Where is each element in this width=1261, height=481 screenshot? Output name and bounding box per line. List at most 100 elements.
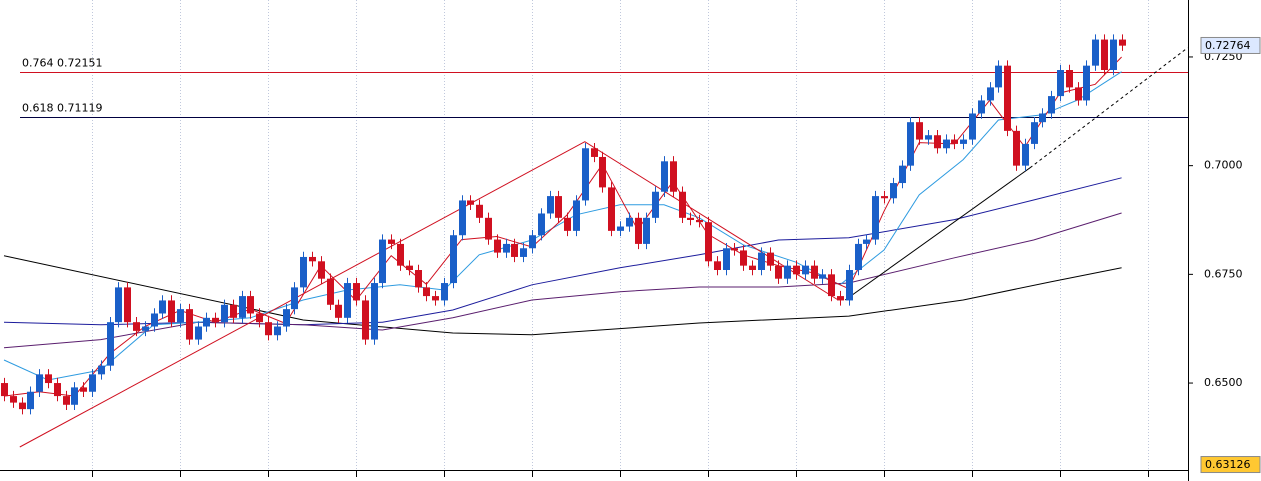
candle-body: [828, 274, 835, 297]
candle-body: [661, 161, 668, 192]
candle-body: [1092, 39, 1099, 66]
candle-body: [485, 217, 492, 240]
candle-body: [239, 296, 246, 318]
candle-body: [599, 156, 606, 188]
candle-body: [54, 383, 61, 397]
candle-body: [925, 135, 932, 140]
candle-body: [256, 313, 263, 323]
candle-body: [36, 374, 43, 392]
candle-body: [1048, 96, 1055, 114]
candle-body: [318, 261, 325, 279]
candle-body: [133, 322, 140, 331]
candle-body: [1031, 122, 1038, 144]
candle-body: [406, 265, 413, 270]
candle-body: [987, 87, 994, 101]
candle-body: [423, 287, 430, 297]
candle-body: [608, 187, 615, 231]
candle-body: [397, 243, 404, 266]
candle-body: [749, 265, 756, 270]
candle-body: [415, 270, 422, 288]
candle-body: [476, 204, 483, 218]
candle-body: [635, 217, 642, 244]
price-tag-label: 0.63126: [1205, 458, 1251, 471]
candle-body: [1057, 70, 1064, 97]
candle-body: [432, 296, 439, 301]
candle-body: [71, 387, 78, 405]
candle-body: [529, 235, 536, 249]
candle-body: [731, 248, 738, 251]
candle-body: [855, 243, 862, 270]
candle-body: [511, 243, 518, 257]
level-label: 0.764 0.72151: [22, 57, 102, 70]
candle-body: [978, 100, 985, 114]
candle-body: [626, 217, 633, 227]
candle-body: [353, 283, 360, 301]
candle-body: [916, 122, 923, 140]
candle-body: [1110, 39, 1117, 70]
candle-body: [335, 304, 342, 318]
candle-body: [98, 365, 105, 375]
candle-body: [274, 326, 281, 336]
candle-body: [344, 283, 351, 318]
candle-body: [494, 239, 501, 253]
candle-body: [872, 196, 879, 240]
candle-body: [679, 191, 686, 218]
candle-body: [538, 213, 545, 236]
candle-body: [520, 248, 527, 257]
candle-body: [379, 239, 386, 284]
candle-body: [115, 287, 122, 323]
candle-body: [767, 252, 774, 266]
candle-body: [846, 270, 853, 301]
candle-body: [881, 196, 888, 199]
candle-body: [775, 265, 782, 279]
candle-body: [802, 265, 809, 275]
candle-body: [142, 326, 149, 331]
candle-body: [643, 217, 650, 244]
candle-body: [670, 161, 677, 192]
candle-body: [547, 196, 554, 214]
candle-body: [811, 265, 818, 279]
candle-body: [555, 196, 562, 218]
candle-body: [943, 139, 950, 149]
candle-body: [687, 217, 694, 220]
candle-body: [19, 402, 26, 410]
candle-body: [784, 265, 791, 279]
candle-body: [212, 317, 219, 323]
candle-body: [230, 304, 237, 318]
trendline: [19, 141, 839, 448]
candle-body: [863, 239, 870, 244]
candle-body: [582, 148, 589, 201]
level-label: 0.618 0.71119: [22, 102, 102, 115]
candle-body: [890, 183, 897, 199]
candle-body: [573, 200, 580, 231]
candle-body: [969, 113, 976, 140]
candle-body: [907, 122, 914, 166]
candle-body: [899, 165, 906, 184]
trendline: [844, 167, 1031, 301]
candle-body: [723, 248, 730, 270]
candle-body: [714, 261, 721, 270]
candle-body: [89, 374, 96, 392]
candle-body: [327, 278, 334, 305]
candle-body: [617, 226, 624, 231]
candle-body: [740, 250, 747, 266]
candle-body: [951, 139, 958, 144]
candle-body: [265, 322, 272, 336]
candle-body: [221, 304, 228, 323]
candle-body: [195, 326, 202, 340]
moving-average: [3, 255, 1122, 336]
price-tag: [1200, 36, 1261, 54]
candle-body: [247, 296, 254, 314]
candle-body: [819, 274, 826, 279]
price-tag-label: 0.72764: [1205, 39, 1251, 52]
y-tick-label: 0.6500: [1204, 376, 1243, 389]
price-tag: [1200, 456, 1261, 474]
candle-body: [467, 200, 474, 205]
candle-body: [1119, 39, 1126, 46]
candle-body: [63, 396, 70, 405]
candle-body: [1013, 130, 1020, 166]
candle-body: [1083, 65, 1090, 101]
candle-body: [186, 309, 193, 340]
